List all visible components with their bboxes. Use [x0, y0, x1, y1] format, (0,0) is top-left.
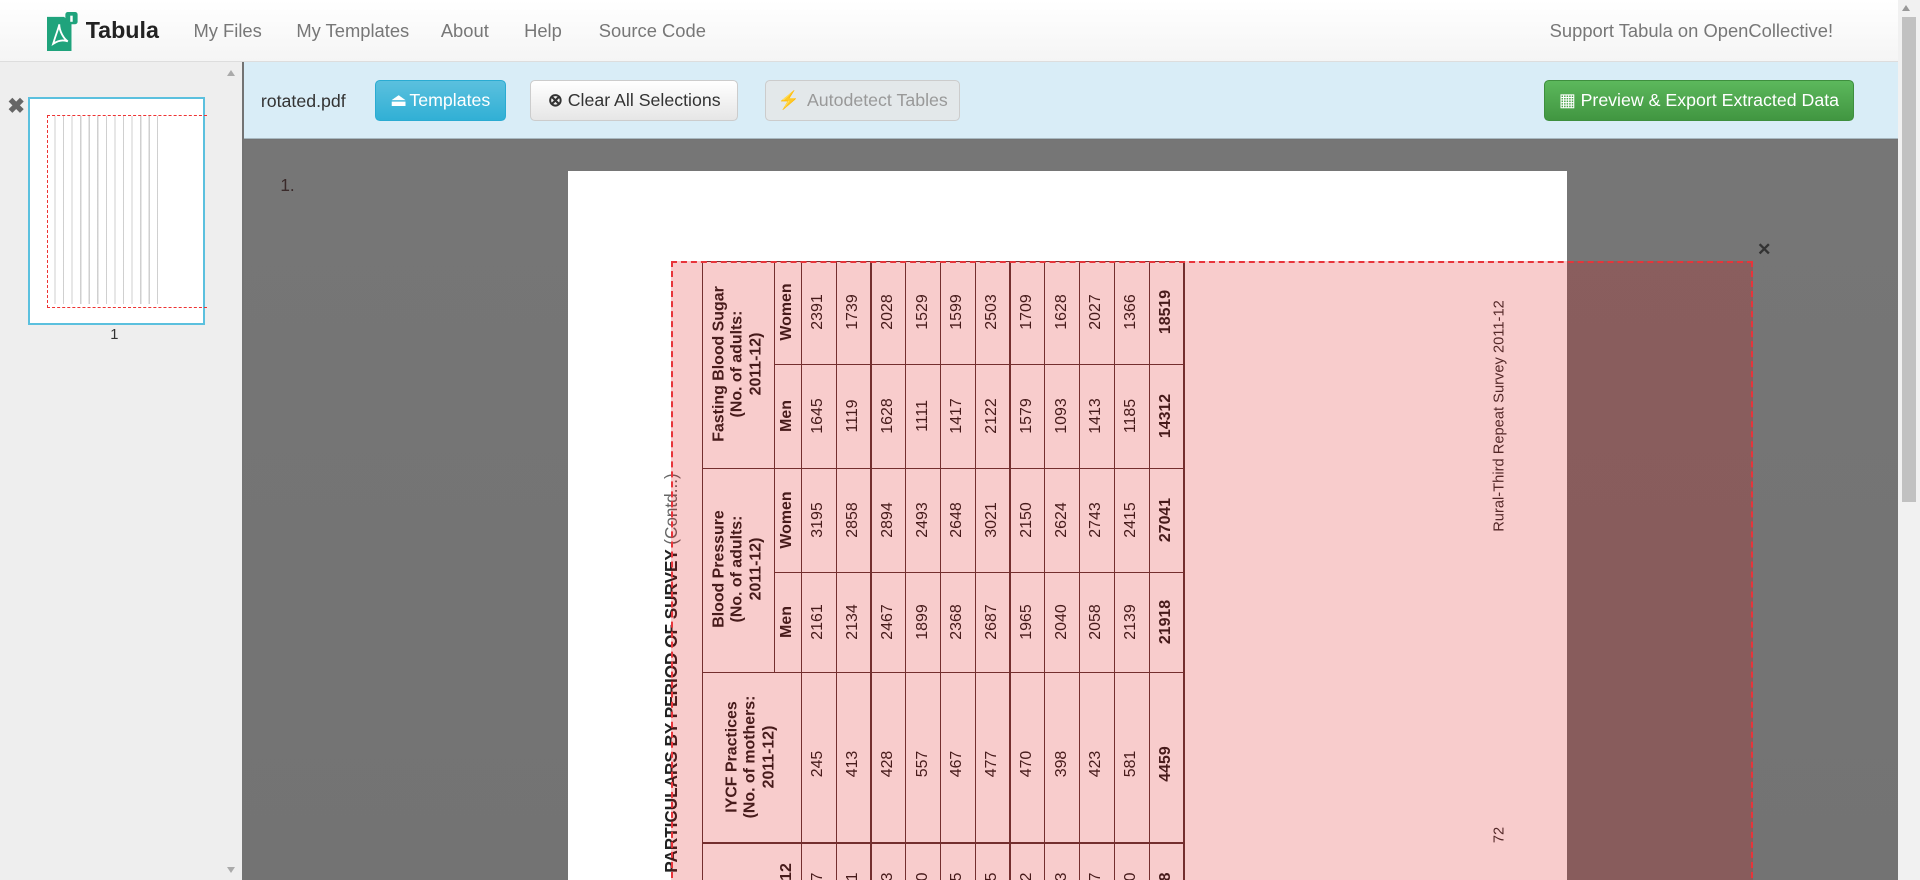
vertical-scrollbar[interactable]: [1897, 0, 1920, 880]
nav-my-templates[interactable]: My Templates: [296, 19, 410, 41]
row-separator: [939, 260, 942, 880]
tabula-logo-icon[interactable]: [46, 12, 79, 52]
row-separator: [1009, 260, 1011, 880]
scroll-down-arrow-icon[interactable]: [226, 866, 235, 873]
scrollbar-thumb[interactable]: [1901, 17, 1917, 503]
thumbnail-page-label: 1: [110, 326, 119, 343]
nav-support-opencollective[interactable]: Support Tabula on OpenCollective!: [1549, 19, 1834, 41]
table-selection-area[interactable]: [671, 260, 1754, 880]
page-thumbnail[interactable]: [28, 96, 208, 325]
remove-selection-close-icon[interactable]: ✕: [1757, 238, 1772, 259]
subheader-separator: [773, 260, 776, 673]
table-border: [701, 260, 703, 880]
templates-button[interactable]: ⏏ Templates: [374, 79, 506, 122]
templates-icon: ⏏: [390, 89, 407, 110]
pdf-page: [568, 171, 1568, 880]
preview-export-button[interactable]: ▦ Preview & Export Extracted Data: [1544, 79, 1854, 122]
row-separator: [905, 260, 907, 880]
column-separator: [701, 672, 1184, 674]
clear-circle-x-icon: ⊗: [547, 89, 563, 110]
row-separator: [835, 260, 837, 880]
column-separator: [773, 571, 1184, 574]
page-number-label: 1.: [280, 175, 295, 196]
toolbar: rotated.pdf ⏏ Templates ⊗ Clear All Select…: [243, 62, 1898, 140]
row-separator: [870, 260, 872, 880]
row-separator: [1113, 260, 1115, 880]
lightning-icon: ⚡: [777, 89, 800, 110]
delete-page-icon[interactable]: ✖: [7, 95, 25, 119]
nav-help[interactable]: Help: [524, 19, 562, 41]
row-separator: [1044, 260, 1046, 880]
row-separator: [1148, 260, 1150, 880]
thumbnail-table-preview: [47, 115, 158, 305]
row-separator: [1183, 260, 1185, 880]
navbar: Tabula My Files My Templates About Help …: [0, 0, 1898, 63]
clear-all-selections-button[interactable]: ⊗ Clear All Selections: [530, 79, 739, 122]
nav-source-code[interactable]: Source Code: [598, 19, 706, 41]
thumbnail-selection: [47, 114, 208, 308]
brand-title[interactable]: Tabula: [85, 17, 159, 44]
autodetect-tables-button[interactable]: ⚡ Autodetect Tables: [765, 79, 960, 122]
row-separator: [974, 260, 976, 880]
scroll-up-icon[interactable]: [1901, 5, 1910, 11]
column-separator: [701, 842, 1184, 844]
column-separator: [701, 467, 1184, 469]
row-separator: [1079, 260, 1081, 880]
table-icon: ▦: [1558, 89, 1576, 110]
nav-my-files[interactable]: My Files: [193, 19, 262, 41]
filename: rotated.pdf: [260, 90, 346, 111]
row-separator: [800, 260, 803, 880]
nav-about[interactable]: About: [440, 19, 489, 41]
scroll-up-arrow-icon[interactable]: [226, 69, 235, 76]
column-separator: [773, 363, 1184, 365]
page-thumbnails-sidebar: ✖ 1: [0, 62, 243, 880]
